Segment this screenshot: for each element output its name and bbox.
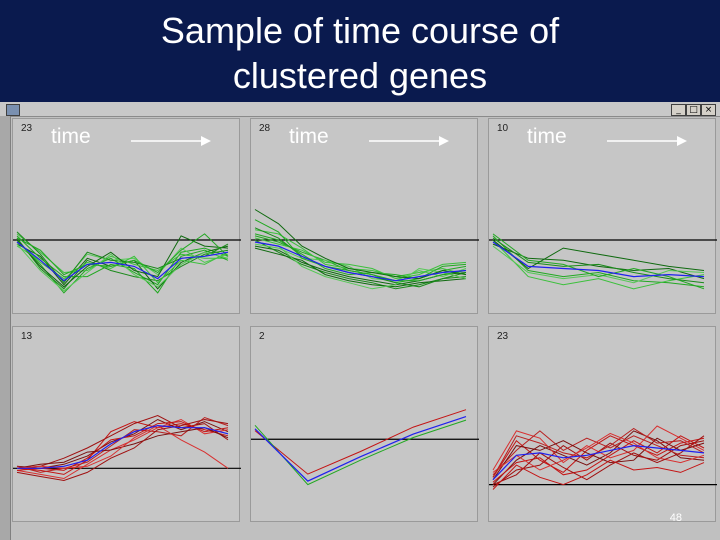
time-axis-label: time [527, 125, 567, 148]
title-line-2: clustered genes [232, 55, 488, 96]
gene-series-line [492, 459, 705, 490]
gene-series-line [254, 241, 467, 290]
cluster-plot-3 [489, 136, 717, 290]
minimize-button[interactable]: _ [671, 104, 686, 116]
cluster-plot-5 [251, 409, 479, 486]
gene-series-line [492, 237, 705, 284]
gene-series-line [16, 237, 229, 290]
cluster-count-6: 23 [497, 331, 509, 342]
time-axis-label: time [289, 125, 329, 148]
slide-title: Sample of time course of clustered genes [0, 8, 720, 98]
time-arrow-head [677, 136, 687, 146]
window-titlebar: _ □ × [0, 102, 720, 117]
gene-series-line [16, 233, 229, 276]
gene-series-line [492, 437, 705, 480]
page-number: 48 [669, 512, 682, 524]
gene-series-line [16, 418, 229, 482]
time-arrow-head [439, 136, 449, 146]
cluster-panel-2[interactable]: 28 time [250, 118, 479, 314]
gene-series-line [492, 430, 705, 476]
gene-series-line [254, 227, 467, 288]
cluster-panel-6[interactable]: 23 [488, 326, 717, 522]
close-button[interactable]: × [701, 104, 716, 116]
gene-series-line [492, 233, 705, 290]
mean-profile-line [492, 241, 705, 278]
cluster-panel-4[interactable]: 13 [12, 326, 241, 522]
gene-series-line [16, 414, 229, 469]
cluster-count-4: 13 [21, 331, 33, 342]
mean-profile-line [17, 424, 229, 469]
cluster-panel-1[interactable]: 23 time [12, 118, 241, 314]
gene-series-line [492, 235, 705, 288]
mean-profile-line [254, 416, 467, 482]
cluster-panel-5[interactable]: 2 [250, 326, 479, 522]
gene-series-line [16, 241, 229, 284]
gene-series-line [492, 239, 705, 290]
mean-profile-line [16, 241, 229, 282]
cluster-count-3: 10 [497, 123, 509, 134]
gene-series-line [254, 247, 467, 288]
cluster-count-5: 2 [259, 331, 265, 342]
cluster-count-1: 23 [21, 123, 33, 134]
cluster-plot-2 [251, 136, 479, 290]
gene-series-line [492, 243, 705, 280]
side-scroll-strip[interactable] [0, 116, 11, 540]
cluster-count-2: 28 [259, 123, 271, 134]
app-icon [6, 104, 20, 116]
cluster-panel-3[interactable]: 10 time [488, 118, 717, 314]
time-arrow-head [201, 136, 211, 146]
gene-series-line [492, 239, 705, 271]
gene-series-line [254, 219, 467, 282]
time-axis-label: time [51, 125, 91, 148]
cluster-plot-1 [13, 136, 241, 294]
gene-series-line [16, 425, 229, 469]
cluster-plot-4 [13, 414, 241, 482]
cluster-plot-6 [489, 425, 717, 490]
gene-series-line [492, 245, 705, 284]
title-line-1: Sample of time course of [160, 10, 560, 51]
gene-series-line [492, 435, 705, 486]
mean-profile-line [492, 444, 705, 481]
gene-series-line [254, 419, 467, 486]
gene-series-line [16, 235, 229, 294]
gene-series-line [254, 235, 467, 284]
maximize-button[interactable]: □ [686, 104, 701, 116]
gene-series-line [492, 432, 705, 473]
gene-series-line [254, 409, 467, 475]
mean-profile-line [254, 241, 467, 282]
gene-series-line [492, 427, 705, 478]
